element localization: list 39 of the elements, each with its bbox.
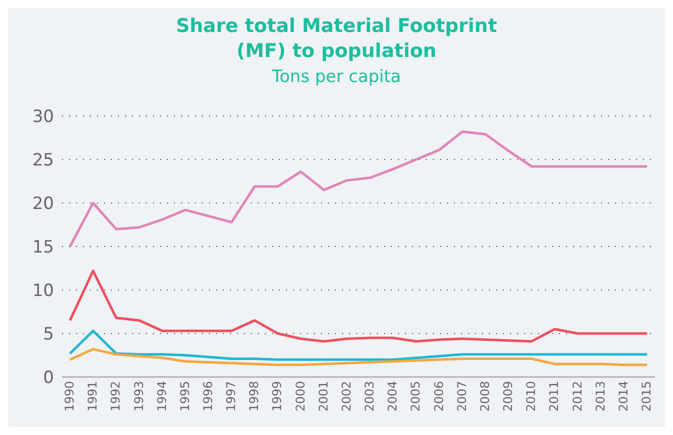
x-tick-label: 2005	[408, 381, 423, 412]
y-tick-label: 30	[32, 107, 54, 128]
x-tick-label: 2001	[316, 381, 330, 412]
x-tick-label: 2002	[339, 381, 354, 412]
line-series	[68, 270, 648, 343]
line-series	[68, 130, 648, 248]
x-tick-label: 1994	[154, 381, 169, 412]
x-tick-label: 1995	[178, 381, 192, 412]
x-tick-label: 2006	[432, 381, 446, 412]
x-tick-label: 2011	[547, 381, 562, 412]
x-tick-label: 2010	[524, 381, 538, 412]
x-tick-label: 1998	[247, 381, 262, 412]
x-tick-label: 1992	[108, 381, 123, 412]
x-tick-label: 2012	[570, 381, 584, 412]
x-tick-label: 2000	[293, 381, 308, 412]
x-tick-label: 2004	[386, 381, 400, 412]
x-tick-label: 1996	[201, 381, 215, 412]
x-tick-label: 1997	[224, 381, 238, 412]
y-tick-label: 25	[32, 150, 54, 171]
y-tick-label: 10	[32, 281, 54, 302]
x-tick-label: 1991	[86, 381, 100, 412]
y-tick-label: 5	[43, 324, 54, 345]
x-tick-label: 2008	[478, 381, 492, 412]
x-tick-label: 2015	[640, 381, 654, 412]
x-tick-label: 2014	[616, 381, 630, 412]
chart-subtitle: Tons per capita	[271, 66, 402, 89]
y-tick-label: 15	[32, 238, 54, 258]
x-tick-label: 1999	[270, 381, 284, 412]
line-series	[68, 348, 648, 366]
x-tick-label: 1990	[62, 381, 77, 412]
x-tick-label: 2007	[454, 381, 469, 412]
line-series	[68, 330, 648, 361]
chart-title: Share total Material Footprint (MF) to population	[174, 14, 498, 64]
x-tick-label: 2003	[362, 381, 377, 412]
x-tick-label: 1993	[132, 381, 146, 412]
x-tick-label: 2013	[593, 381, 608, 412]
x-tick-label: 2009	[501, 381, 516, 412]
y-tick-label: 20	[32, 194, 54, 214]
y-tick-label: 0	[43, 368, 54, 388]
